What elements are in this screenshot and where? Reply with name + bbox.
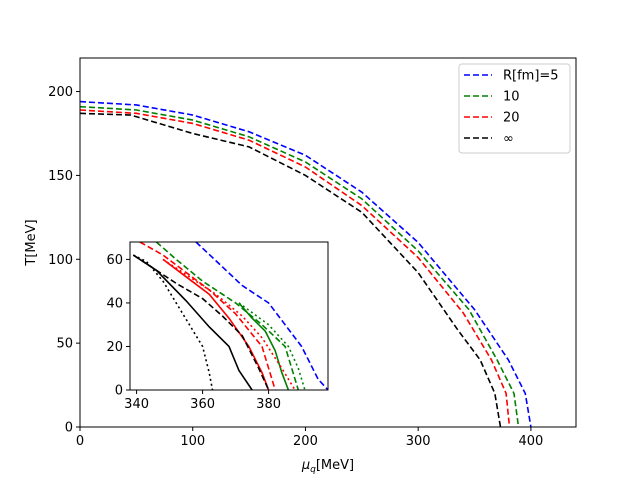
inset-series-20-dotted-line	[162, 258, 296, 390]
inset-series-10-solid-line	[238, 302, 290, 390]
inset-x-tick-label: 380	[256, 397, 281, 412]
legend-label-inf: ∞	[503, 132, 514, 147]
inset-series-10-dashed-line	[155, 242, 300, 390]
main-series-10-line	[80, 105, 520, 427]
main-series-inf-line	[80, 112, 502, 427]
inset-y-tick-label: 20	[106, 340, 123, 355]
main-x-tick-label: 0	[76, 434, 84, 449]
legend-box	[458, 63, 571, 154]
main-x-tick-label: 100	[180, 434, 205, 449]
inset-series-10-dotted-line	[238, 302, 306, 390]
inset-background	[130, 242, 328, 390]
inset-y-tick-label: 60	[106, 253, 123, 268]
main-y-tick-label: 100	[48, 253, 73, 268]
main-series-20-line	[80, 109, 511, 427]
inset-y-tick-label: 40	[106, 296, 123, 311]
main-x-tick-label: 200	[293, 434, 318, 449]
y-axis-label: T[MeV]	[24, 219, 39, 266]
legend-label-20: 20	[503, 111, 520, 126]
main-series-r-fm-5-line	[80, 100, 532, 427]
inset-series-group	[132, 242, 328, 390]
main-y-tick-label: 200	[48, 85, 73, 100]
inset-x-tick-label: 360	[190, 397, 215, 412]
legend-label-r-fm-5: R[fm]=5	[503, 69, 559, 84]
inset-series-solid-line	[132, 254, 253, 390]
inset-series-20-solid-line	[162, 258, 270, 390]
main-x-tick-label: 400	[518, 434, 543, 449]
legend: R[fm]=5 10 20 ∞	[458, 63, 571, 154]
inset-frame	[129, 241, 329, 391]
inset-x-tick-label: 340	[124, 397, 149, 412]
main-y-tick-label: 50	[56, 337, 73, 352]
inset-y-tick-label: 0	[115, 384, 123, 399]
inset-series-r-fm-5-dashed-line	[195, 242, 328, 390]
legend-label-10: 10	[503, 90, 520, 105]
main-y-tick-label: 150	[48, 169, 73, 184]
main-frame	[79, 57, 577, 428]
x-axis-label: μq[MeV]	[301, 458, 354, 475]
main-series-group	[80, 100, 532, 427]
inset-plot: 340 360 380 0 20 40 60	[106, 241, 329, 412]
main-y-tick-label: 0	[65, 421, 73, 436]
main-x-tick-label: 300	[406, 434, 431, 449]
